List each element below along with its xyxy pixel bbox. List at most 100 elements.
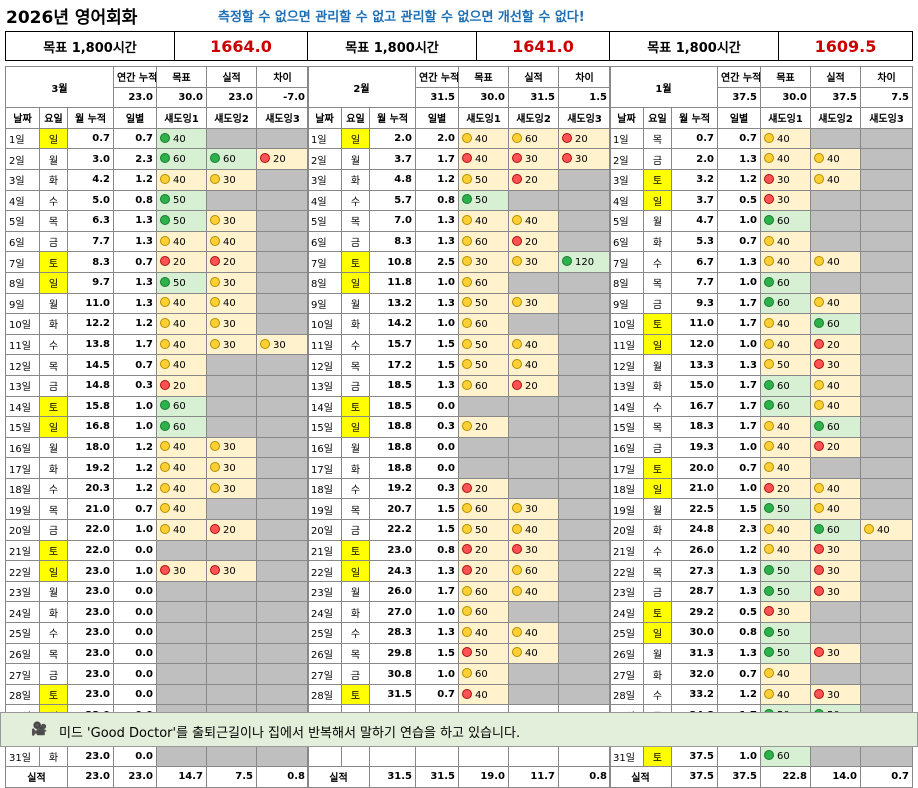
daily-cell: 0.7 bbox=[113, 354, 158, 376]
yellow-status-icon bbox=[814, 297, 825, 308]
minutes-value: 40 bbox=[777, 318, 790, 330]
shadowing-cell: 20 bbox=[256, 148, 310, 170]
weekday-cell: 목 bbox=[341, 498, 370, 521]
date-cell: 14일 bbox=[5, 395, 40, 418]
month-cum-cell: 18.8 bbox=[368, 457, 417, 479]
date-cell: 4일 bbox=[307, 189, 342, 212]
date-cell: 9일 bbox=[5, 292, 40, 315]
shadowing-cell: 60 bbox=[458, 374, 510, 397]
minutes-value: 40 bbox=[475, 154, 488, 166]
month-cum-cell: 37.5 bbox=[670, 745, 719, 768]
minutes-value: 50 bbox=[475, 195, 488, 207]
total-value: 7.5 bbox=[206, 766, 258, 788]
daily-cell: 1.3 bbox=[113, 230, 158, 253]
date-cell: 21일 bbox=[609, 539, 644, 562]
shadowing-cell bbox=[558, 519, 612, 541]
table-row: 22일 목 27.3 1.3 50 30 bbox=[609, 560, 914, 582]
table-row: 27일 금 30.8 1.0 60 bbox=[307, 663, 612, 685]
shadowing-cell: 40 bbox=[508, 519, 560, 541]
date-cell: 5일 bbox=[307, 210, 342, 232]
shadowing-cell bbox=[860, 292, 914, 315]
yellow-status-icon bbox=[160, 523, 171, 534]
minutes-value: 30 bbox=[525, 154, 538, 166]
minutes-value: 20 bbox=[525, 174, 538, 186]
yellow-status-icon bbox=[764, 359, 775, 370]
weekday-cell: 월 bbox=[643, 354, 672, 376]
shadowing-cell: 60 bbox=[760, 374, 812, 397]
month-cum-cell: 23.0 bbox=[66, 642, 115, 665]
shadowing-cell: 40 bbox=[508, 642, 560, 665]
weekday-cell: 금 bbox=[39, 519, 68, 541]
shadowing-cell: 40 bbox=[760, 251, 812, 273]
table-row: 5일 목 6.3 1.3 50 30 bbox=[5, 210, 310, 232]
daily-cell: 2.5 bbox=[415, 251, 460, 273]
column-header-s2: 섀도잉2 bbox=[206, 107, 258, 129]
shadowing-cell: 60 bbox=[458, 313, 510, 335]
shadowing-cell bbox=[508, 395, 560, 418]
weekday-cell: 토 bbox=[39, 539, 68, 562]
daily-cell: 1.5 bbox=[415, 354, 460, 376]
minutes-value: 40 bbox=[475, 215, 488, 227]
month-title: 3월 bbox=[4, 65, 115, 109]
yellow-status-icon bbox=[512, 338, 523, 349]
table-row: 9일 월 13.2 1.3 50 30 bbox=[307, 292, 612, 315]
minutes-value: 40 bbox=[827, 174, 840, 186]
shadowing-cell: 30 bbox=[508, 292, 560, 315]
date-cell: 21일 bbox=[307, 539, 342, 562]
date-cell: 1일 bbox=[609, 127, 644, 150]
red-status-icon bbox=[462, 153, 473, 164]
red-status-icon bbox=[512, 379, 523, 390]
shadowing-cell bbox=[558, 271, 612, 294]
shadowing-cell bbox=[558, 622, 612, 644]
minutes-value: 60 bbox=[223, 154, 236, 166]
daily-cell: 1.2 bbox=[113, 477, 158, 500]
table-row: 12일 목 14.5 0.7 40 bbox=[5, 354, 310, 376]
month-cum-cell: 18.5 bbox=[368, 395, 417, 418]
yellow-status-icon bbox=[210, 276, 221, 287]
minutes-value: 40 bbox=[173, 298, 186, 310]
table-row: 9일 금 9.3 1.7 60 40 bbox=[609, 292, 914, 315]
month-cum-cell: 14.5 bbox=[66, 354, 115, 376]
shadowing-cell: 40 bbox=[458, 683, 510, 706]
shadowing-cell: 40 bbox=[760, 539, 812, 562]
shadowing-cell bbox=[256, 436, 310, 459]
shadowing-cell: 40 bbox=[206, 292, 258, 315]
table-row: 5일 목 7.0 1.3 40 40 bbox=[307, 210, 612, 232]
weekday-cell: 화 bbox=[341, 457, 370, 479]
weekday-cell: 금 bbox=[39, 374, 68, 397]
date-cell: 6일 bbox=[307, 230, 342, 253]
shadowing-cell: 40 bbox=[810, 395, 862, 418]
shadowing-cell bbox=[508, 601, 560, 624]
month-cum-cell: 5.0 bbox=[66, 189, 115, 212]
shadowing-cell bbox=[558, 395, 612, 418]
date-cell: 19일 bbox=[609, 498, 644, 521]
date-cell: 24일 bbox=[609, 601, 644, 624]
table-row: 3일 화 4.8 1.2 50 20 bbox=[307, 168, 612, 191]
shadowing-cell: 50 bbox=[760, 498, 812, 521]
shadowing-cell bbox=[256, 457, 310, 479]
shadowing-cell: 40 bbox=[860, 519, 914, 541]
shadowing-cell: 50 bbox=[760, 560, 812, 582]
empty-cell bbox=[558, 745, 612, 768]
shadowing-cell bbox=[206, 580, 258, 603]
month-cum-cell: 14.2 bbox=[368, 313, 417, 335]
daily-cell: 1.3 bbox=[113, 292, 158, 315]
total-value: 0.7 bbox=[860, 766, 914, 788]
minutes-value: 60 bbox=[173, 421, 186, 433]
column-header-date: 날짜 bbox=[5, 107, 40, 129]
minutes-value: 40 bbox=[525, 215, 538, 227]
shadowing-cell: 50 bbox=[458, 519, 510, 541]
shadowing-cell bbox=[256, 374, 310, 397]
minutes-value: 50 bbox=[475, 174, 488, 186]
date-cell: 14일 bbox=[307, 395, 342, 418]
table-row: 27일 금 23.0 0.0 bbox=[5, 663, 310, 685]
red-status-icon bbox=[462, 647, 473, 658]
shadowing-cell bbox=[558, 416, 612, 438]
total-value: 0.8 bbox=[558, 766, 612, 788]
shadowing-cell bbox=[508, 416, 560, 438]
daily-cell: 1.2 bbox=[113, 168, 158, 191]
date-cell: 5일 bbox=[609, 210, 644, 232]
weekday-cell: 일 bbox=[341, 416, 370, 438]
month-cum-cell: 26.0 bbox=[368, 580, 417, 603]
month-cum-cell: 16.7 bbox=[670, 395, 719, 418]
